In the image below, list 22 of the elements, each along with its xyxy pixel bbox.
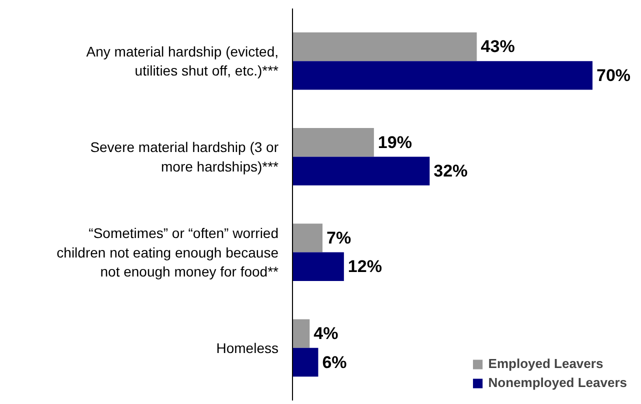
y-tick-label: Any material hardship (evicted, utilities shut off, etc.)*** xyxy=(86,43,280,79)
data-label: 12% xyxy=(348,257,382,276)
data-label: 32% xyxy=(434,162,468,181)
y-tick-label: Severe material hardship (3 or more hardships)*** xyxy=(90,139,280,174)
data-label: 70% xyxy=(596,66,631,85)
legend-label: Nonemployed Leavers xyxy=(488,375,627,390)
bar xyxy=(292,348,318,377)
bar xyxy=(292,156,430,186)
data-label: 4% xyxy=(314,324,338,344)
bar xyxy=(292,224,322,252)
bar xyxy=(292,128,374,157)
bar xyxy=(292,319,310,348)
bar xyxy=(292,32,477,62)
data-label: 6% xyxy=(322,352,347,372)
y-tick-label: Homeless xyxy=(216,340,279,356)
data-label: 7% xyxy=(326,228,352,248)
data-label: 19% xyxy=(378,132,412,152)
bar xyxy=(292,61,592,90)
bar xyxy=(292,252,344,281)
y-tick-label: “Sometimes” or “often” worried children not eating enough because not enough money for food** xyxy=(56,225,280,280)
data-label: 43% xyxy=(480,37,515,56)
legend-label: Employed Leavers xyxy=(488,356,604,371)
